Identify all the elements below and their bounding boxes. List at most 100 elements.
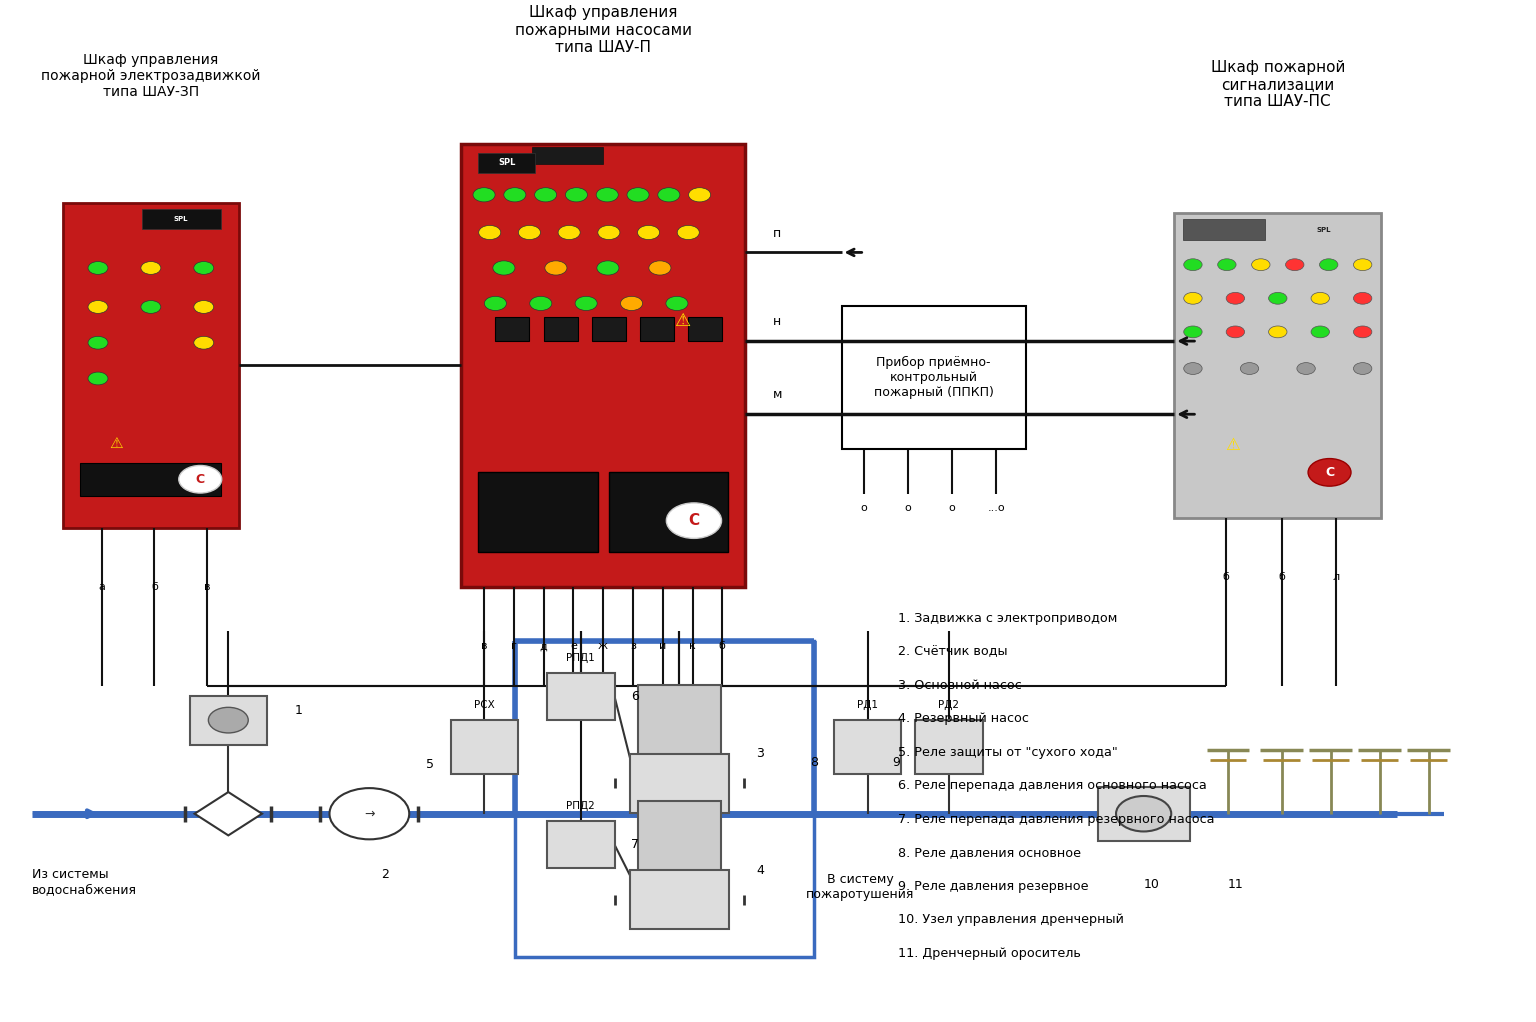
Bar [688,317,722,341]
Text: SPL: SPL [174,217,187,222]
Text: а: а [98,583,104,592]
Circle shape [1184,292,1203,305]
Text: 1. Задвижка с электроприводом: 1. Задвижка с электроприводом [899,612,1118,624]
Text: В систему
пожаротушения: В систему пожаротушения [806,873,914,900]
Circle shape [558,226,581,239]
Text: РСХ: РСХ [475,700,495,710]
Text: 5: 5 [425,758,433,771]
Text: 10. Узел управления дренчерный: 10. Узел управления дренчерный [899,914,1124,926]
Circle shape [1319,259,1338,271]
Circle shape [1184,259,1203,271]
Bar [842,307,1026,450]
Text: г: г [511,642,516,651]
Circle shape [1184,326,1203,338]
Text: ...о: ...о [988,504,1005,513]
Text: з: з [630,642,636,651]
Bar [141,210,221,229]
Circle shape [1353,326,1372,338]
Bar [190,696,267,745]
Bar [533,147,604,164]
Bar [637,801,720,875]
Circle shape [1218,259,1236,271]
Circle shape [1269,292,1287,305]
Circle shape [565,188,587,202]
Text: ⚠: ⚠ [1224,436,1240,454]
Circle shape [1269,326,1287,338]
Circle shape [627,188,650,202]
Circle shape [1353,363,1372,374]
Circle shape [688,188,711,202]
Circle shape [330,788,409,839]
Bar [641,317,674,341]
Text: 7: 7 [631,838,639,851]
Circle shape [1226,292,1244,305]
Text: 4: 4 [756,864,763,877]
Bar [630,753,728,812]
Circle shape [1353,292,1372,305]
Circle shape [194,262,214,274]
Text: к: к [690,642,696,651]
Text: 4. Резервный насос: 4. Резервный насос [899,712,1029,726]
Circle shape [637,226,659,239]
Text: 2: 2 [381,868,389,881]
Circle shape [1353,259,1372,271]
Text: и: и [659,642,667,651]
Bar [80,463,221,496]
Bar [630,871,728,929]
Text: б: б [1278,572,1286,583]
Circle shape [504,188,525,202]
Text: SPL: SPL [498,158,516,168]
Text: Шкаф управления
пожарной электрозадвижкой
типа ШАУ-ЗП: Шкаф управления пожарной электрозадвижко… [41,53,261,99]
Circle shape [194,336,214,350]
Text: →: → [364,807,375,821]
Circle shape [88,372,108,385]
Bar [478,152,535,173]
Bar [461,144,745,588]
Circle shape [598,226,621,239]
Text: 3. Основной насос: 3. Основной насос [899,679,1021,692]
Text: 2. Счётчик воды: 2. Счётчик воды [899,645,1008,658]
Circle shape [1184,363,1203,374]
Text: б: б [719,642,725,651]
Text: 10: 10 [1143,878,1160,891]
Circle shape [479,226,501,239]
Text: C: C [195,473,204,485]
Text: Из системы
водоснабжения: Из системы водоснабжения [32,868,137,896]
Text: в: в [204,583,210,592]
Bar [547,821,614,869]
Circle shape [667,296,688,311]
Text: м: м [773,388,782,402]
Circle shape [209,707,249,733]
Circle shape [473,188,495,202]
Circle shape [545,261,567,275]
Text: в: в [481,642,487,651]
Circle shape [621,296,642,311]
Text: 11. Дренчерный ороситель: 11. Дренчерный ороситель [899,946,1081,960]
Text: Шкаф пожарной
сигнализации
типа ШАУ-ПС: Шкаф пожарной сигнализации типа ШАУ-ПС [1210,59,1346,109]
Text: 6. Реле перепада давления основного насоса: 6. Реле перепада давления основного насо… [899,779,1207,792]
Text: б: б [151,583,158,592]
Text: ⚠: ⚠ [674,312,691,330]
Text: 9: 9 [892,756,900,769]
Text: е: е [570,642,578,651]
Circle shape [493,261,515,275]
Circle shape [1312,326,1330,338]
Bar [478,472,598,552]
Text: д: д [539,642,547,651]
Bar [1098,787,1190,841]
Polygon shape [195,792,263,835]
Circle shape [535,188,556,202]
Text: РД1: РД1 [857,700,879,710]
Circle shape [141,262,161,274]
Text: РПД1: РПД1 [567,653,594,663]
Text: б: б [1223,572,1229,583]
Text: C: C [688,513,699,528]
Text: 8: 8 [811,756,819,769]
Bar [834,721,902,775]
Text: 11: 11 [1227,878,1244,891]
Text: л: л [1332,572,1339,583]
Circle shape [648,261,671,275]
Circle shape [574,296,598,311]
Text: 3: 3 [756,747,763,760]
Text: Прибор приёмно-
контрольный
пожарный (ППКП): Прибор приёмно- контрольный пожарный (ПП… [874,357,994,400]
